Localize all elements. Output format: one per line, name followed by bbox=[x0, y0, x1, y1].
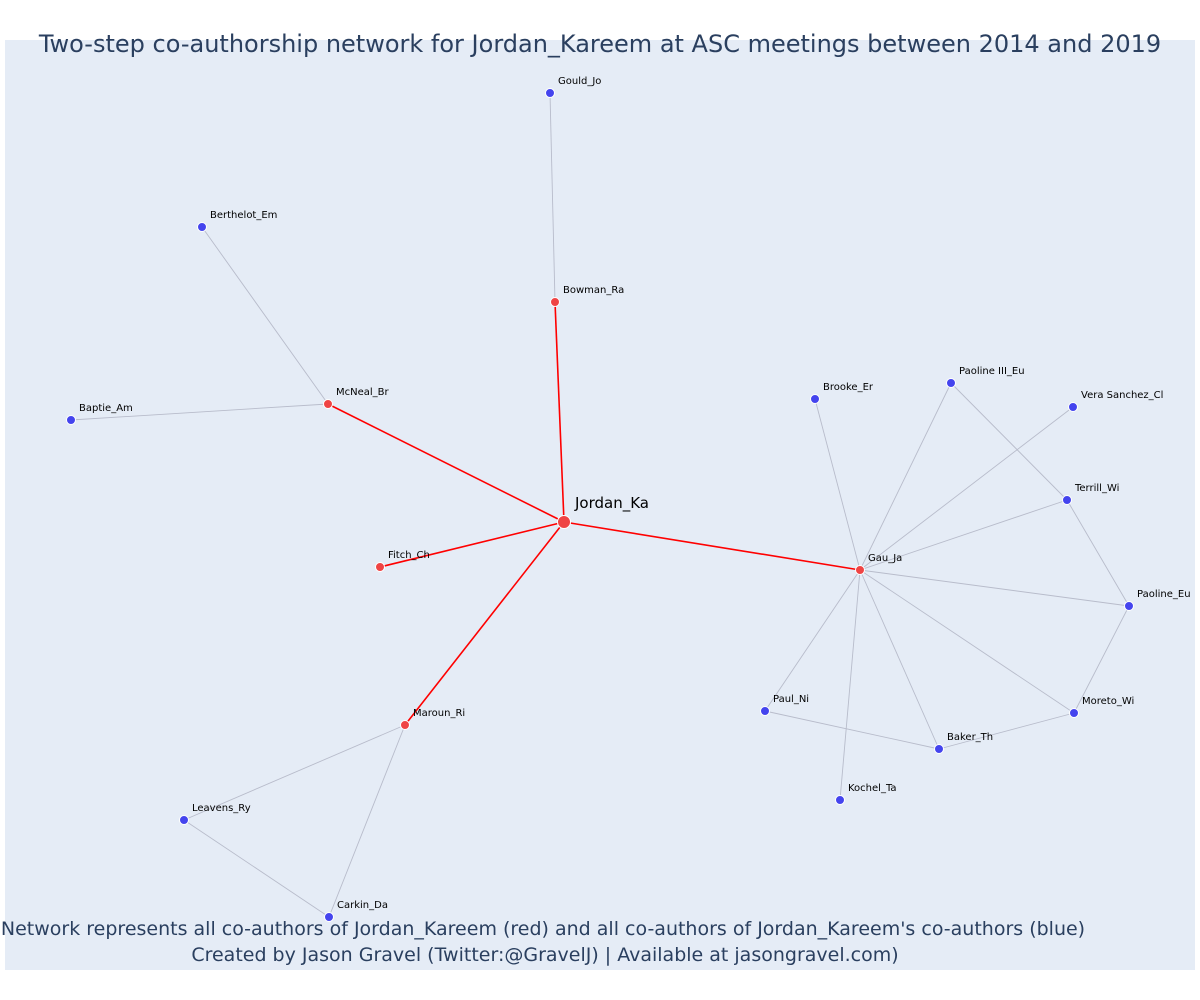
edge-Jordan_Ka-McNeal_Br bbox=[327, 403, 565, 523]
node-Kochel_Ta[interactable] bbox=[835, 795, 845, 805]
nodes-layer bbox=[66, 88, 1134, 922]
node-label-Paoline_Eu: Paoline_Eu bbox=[1137, 589, 1191, 600]
edge-Leavens_Ry-Carkin_Da bbox=[183, 819, 330, 918]
node-Moreto_Wi[interactable] bbox=[1069, 708, 1079, 718]
edges-layer bbox=[70, 92, 1130, 918]
labels-layer: Jordan_Ka Bowman_Ra McNeal_Br Fitch_Ch Marou… bbox=[79, 76, 1191, 911]
caption-description: Network represents all co-authors of Jor… bbox=[0, 918, 1086, 940]
node-Leavens_Ry[interactable] bbox=[179, 815, 189, 825]
node-label-Brooke_Er: Brooke_Er bbox=[823, 382, 874, 393]
edge-Paoline_III_Eu-Terrill_Wi bbox=[950, 382, 1068, 501]
chart-title: Two-step co-authorship network for Jorda… bbox=[38, 30, 1162, 58]
edge-Gau_Ja-Baker_Th bbox=[859, 569, 940, 750]
node-label-Leavens_Ry: Leavens_Ry bbox=[192, 803, 251, 814]
node-label-Fitch_Ch: Fitch_Ch bbox=[388, 550, 430, 561]
edge-Jordan_Ka-Gau_Ja bbox=[563, 521, 861, 571]
plot-area bbox=[5, 40, 1195, 970]
node-label-Moreto_Wi: Moreto_Wi bbox=[1082, 696, 1134, 707]
node-label-Carkin_Da: Carkin_Da bbox=[337, 900, 388, 911]
node-Paoline_III_Eu[interactable] bbox=[946, 378, 956, 388]
node-label-Paoline_III_Eu: Paoline III_Eu bbox=[959, 366, 1025, 377]
edge-Gau_Ja-Paoline_Eu bbox=[859, 569, 1130, 607]
node-label-Baptie_Am: Baptie_Am bbox=[79, 403, 133, 414]
node-Brooke_Er[interactable] bbox=[810, 394, 820, 404]
node-McNeal_Br[interactable] bbox=[323, 399, 333, 409]
node-label-Gau_Ja: Gau_Ja bbox=[868, 553, 902, 564]
edge-McNeal_Br-Berthelot_Em bbox=[201, 226, 329, 405]
node-Paul_Ni[interactable] bbox=[760, 706, 770, 716]
node-label-McNeal_Br: McNeal_Br bbox=[336, 387, 390, 398]
node-label-Kochel_Ta: Kochel_Ta bbox=[848, 783, 897, 794]
edge-Gau_Ja-Moreto_Wi bbox=[859, 569, 1075, 714]
node-Carkin_Da[interactable] bbox=[324, 912, 334, 922]
edge-Baker_Th-Paul_Ni bbox=[764, 710, 940, 750]
edge-Gau_Ja-Terrill_Wi bbox=[859, 499, 1068, 571]
edge-Maroun_Ri-Leavens_Ry bbox=[183, 724, 406, 821]
node-label-Bowman_Ra: Bowman_Ra bbox=[563, 285, 624, 296]
node-Terrill_Wi[interactable] bbox=[1062, 495, 1072, 505]
node-Vera_Sanchez_Cl[interactable] bbox=[1068, 402, 1078, 412]
caption-credit: Created by Jason Gravel (Twitter:@Gravel… bbox=[191, 944, 899, 966]
node-Bowman_Ra[interactable] bbox=[550, 297, 560, 307]
edge-Gau_Ja-Paoline_III_Eu bbox=[859, 382, 952, 571]
node-Berthelot_Em[interactable] bbox=[197, 222, 207, 232]
edge-Jordan_Ka-Maroun_Ri bbox=[404, 521, 565, 726]
node-Paoline_Eu[interactable] bbox=[1124, 601, 1134, 611]
edge-Maroun_Ri-Carkin_Da bbox=[328, 724, 406, 918]
edge-Jordan_Ka-Bowman_Ra bbox=[554, 301, 565, 523]
edge-Gau_Ja-Kochel_Ta bbox=[839, 569, 861, 801]
node-Jordan_Ka[interactable] bbox=[557, 515, 571, 529]
node-Gau_Ja[interactable] bbox=[855, 565, 865, 575]
node-label-Maroun_Ri: Maroun_Ri bbox=[413, 708, 465, 719]
edge-Moreto_Wi-Baker_Th bbox=[938, 712, 1075, 750]
edge-Gau_Ja-Paul_Ni bbox=[764, 569, 861, 712]
node-label-Berthelot_Em: Berthelot_Em bbox=[210, 210, 277, 221]
node-label-Gould_Jo: Gould_Jo bbox=[558, 76, 601, 87]
edge-Terrill_Wi-Paoline_Eu bbox=[1066, 499, 1130, 607]
edge-Gau_Ja-Vera_Sanchez_Cl bbox=[859, 406, 1074, 571]
edge-Paoline_Eu-Moreto_Wi bbox=[1073, 605, 1130, 714]
node-label-Vera_Sanchez_Cl: Vera Sanchez_Cl bbox=[1081, 390, 1163, 401]
edge-McNeal_Br-Baptie_Am bbox=[70, 403, 329, 421]
edge-Jordan_Ka-Fitch_Ch bbox=[379, 521, 565, 568]
node-Gould_Jo[interactable] bbox=[545, 88, 555, 98]
node-label-Baker_Th: Baker_Th bbox=[947, 732, 993, 743]
edge-Gau_Ja-Brooke_Er bbox=[814, 398, 861, 571]
node-label-Jordan_Ka: Jordan_Ka bbox=[574, 494, 649, 513]
node-label-Terrill_Wi: Terrill_Wi bbox=[1074, 483, 1119, 494]
node-label-Paul_Ni: Paul_Ni bbox=[773, 694, 809, 705]
node-Baptie_Am[interactable] bbox=[66, 415, 76, 425]
edge-Bowman_Ra-Gould_Jo bbox=[549, 92, 556, 303]
node-Maroun_Ri[interactable] bbox=[400, 720, 410, 730]
node-Fitch_Ch[interactable] bbox=[375, 562, 385, 572]
node-Baker_Th[interactable] bbox=[934, 744, 944, 754]
